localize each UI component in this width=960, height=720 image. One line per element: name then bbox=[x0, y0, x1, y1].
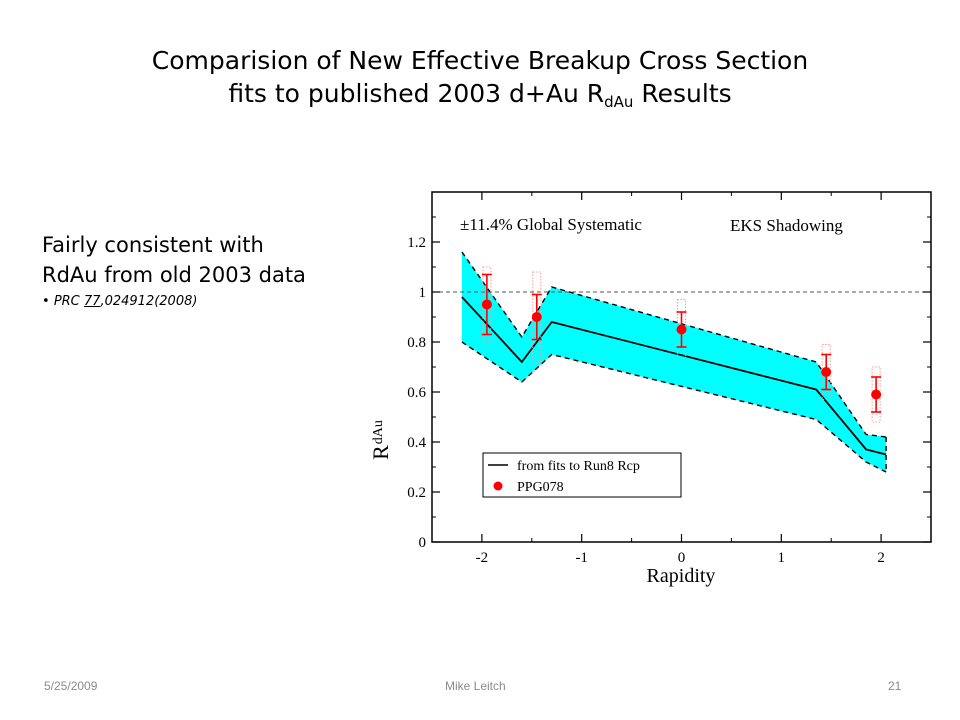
ref-volume: 77 bbox=[83, 294, 101, 309]
x-tick-label: -1 bbox=[575, 550, 588, 566]
y-tick-label: 0.2 bbox=[407, 485, 426, 501]
title-line-2: fits to published 2003 d+Au RdAu Results bbox=[0, 77, 960, 110]
title-line-2-main: fits to published 2003 d+Au R bbox=[228, 79, 605, 108]
ref-prefix: PRC bbox=[53, 294, 84, 309]
data-point bbox=[821, 344, 832, 400]
footer-page-number: 21 bbox=[888, 679, 902, 693]
title-line-2-tail: Results bbox=[633, 79, 732, 108]
legend-entry-ppg078: PPG078 bbox=[517, 480, 564, 495]
data-points-group bbox=[481, 266, 882, 423]
annotation-eks-shadowing: EKS Shadowing bbox=[730, 216, 843, 235]
title-line-1: Comparision of New Effective Breakup Cro… bbox=[151, 46, 809, 75]
data-point bbox=[531, 271, 542, 363]
x-axis-label: Rapidity bbox=[647, 565, 716, 587]
data-point bbox=[676, 299, 687, 360]
legend-entry-fit: from fits to Run8 Rcp bbox=[517, 459, 640, 474]
x-tick-label: 2 bbox=[877, 550, 885, 566]
slide-title: Comparision of New Effective Breakup Cro… bbox=[0, 44, 960, 110]
data-point-marker bbox=[676, 324, 687, 335]
annotation-global-systematic: ±11.4% Global Systematic bbox=[460, 215, 642, 234]
y-axis-label-sub: dAu bbox=[371, 420, 386, 444]
y-tick-label: 1 bbox=[419, 285, 427, 301]
rdau-chart: -2 -1 0 1 2 0 0.2 0.4 0.6 0.8 1 1.2 ±11.4% Global S… bbox=[368, 191, 932, 587]
legend: from fits to Run8 Rcp PPG078 bbox=[482, 452, 682, 498]
title-line-2-sub: dAu bbox=[604, 93, 634, 111]
x-tick-label: 1 bbox=[778, 550, 786, 566]
data-point-marker bbox=[481, 299, 492, 310]
side-text-line-1: Fairly consistent with bbox=[42, 233, 264, 257]
systematic-box bbox=[821, 344, 831, 400]
footer-author: Mike Leitch bbox=[445, 679, 506, 693]
y-axis-label-main: R bbox=[368, 445, 393, 460]
legend-box bbox=[482, 452, 682, 498]
x-tick-label: 0 bbox=[678, 550, 686, 566]
shadowing-band-group bbox=[461, 251, 887, 473]
side-text-line-2: RdAu from old 2003 data bbox=[42, 263, 306, 287]
y-tick-label: 0 bbox=[419, 535, 427, 551]
y-tick-label: 0.6 bbox=[407, 385, 426, 401]
side-text: Fairly consistent with RdAu from old 200… bbox=[42, 230, 382, 309]
band-lower-edge bbox=[461, 341, 887, 473]
axis-ticks-group: -2 -1 0 1 2 0 0.2 0.4 0.6 0.8 1 1.2 bbox=[407, 192, 932, 566]
y-axis-label: RdAu bbox=[368, 420, 393, 460]
data-point bbox=[871, 366, 882, 423]
reference-bullet: • PRC 77,024912(2008) bbox=[42, 294, 198, 309]
ref-tail: ,024912(2008) bbox=[100, 294, 198, 309]
y-tick-label: 0.4 bbox=[407, 435, 426, 451]
y-tick-label: 0.8 bbox=[407, 335, 426, 351]
x-tick-label: -2 bbox=[476, 550, 489, 566]
y-tick-label: 1.2 bbox=[407, 235, 426, 251]
fit-line-group bbox=[461, 296, 887, 456]
svg-text:RdAu: RdAu bbox=[368, 420, 393, 460]
data-point-marker bbox=[531, 312, 542, 322]
fit-line bbox=[461, 296, 887, 456]
legend-point-swatch bbox=[493, 481, 503, 491]
footer-date: 5/25/2009 bbox=[44, 679, 98, 693]
data-point-marker bbox=[871, 389, 882, 400]
data-point-marker bbox=[821, 367, 832, 377]
shadowing-band-fill bbox=[461, 252, 887, 472]
band-upper-edge bbox=[461, 251, 887, 438]
systematic-box bbox=[871, 366, 881, 423]
